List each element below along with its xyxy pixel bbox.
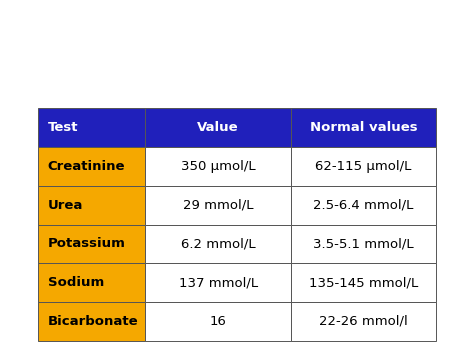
FancyBboxPatch shape [38, 186, 146, 224]
FancyBboxPatch shape [146, 224, 291, 263]
FancyBboxPatch shape [38, 263, 146, 302]
FancyBboxPatch shape [291, 263, 436, 302]
Text: Bicarbonate: Bicarbonate [48, 315, 138, 328]
Text: 2.5-6.4 mmol/L: 2.5-6.4 mmol/L [313, 199, 414, 212]
FancyBboxPatch shape [291, 147, 436, 186]
Text: 22-26 mmol/l: 22-26 mmol/l [319, 315, 408, 328]
Text: 62-115 μmol/L: 62-115 μmol/L [315, 160, 411, 173]
Text: 3.5-5.1 mmol/L: 3.5-5.1 mmol/L [313, 237, 414, 250]
FancyBboxPatch shape [146, 186, 291, 224]
FancyBboxPatch shape [291, 224, 436, 263]
Text: Acute Kidney Injury: Acute Kidney Injury [145, 19, 376, 39]
FancyBboxPatch shape [146, 302, 291, 341]
FancyBboxPatch shape [291, 302, 436, 341]
FancyBboxPatch shape [38, 224, 146, 263]
Text: Scenario 3: Scenario 3 [14, 77, 113, 95]
FancyBboxPatch shape [38, 302, 146, 341]
Text: Value: Value [197, 121, 239, 134]
Text: Normal values: Normal values [310, 121, 417, 134]
Text: 135-145 mmol/L: 135-145 mmol/L [309, 276, 418, 289]
FancyBboxPatch shape [146, 263, 291, 302]
Text: Potassium: Potassium [48, 237, 126, 250]
Text: 350 μmol/L: 350 μmol/L [181, 160, 255, 173]
FancyBboxPatch shape [38, 147, 146, 186]
Text: 29 mmol/L: 29 mmol/L [183, 199, 253, 212]
FancyBboxPatch shape [38, 108, 146, 147]
Text: Sodium: Sodium [48, 276, 104, 289]
Text: 6.2 mmol/L: 6.2 mmol/L [181, 237, 255, 250]
FancyBboxPatch shape [146, 108, 291, 147]
Text: Creatinine: Creatinine [48, 160, 126, 173]
Text: Urea: Urea [48, 199, 83, 212]
FancyBboxPatch shape [291, 108, 436, 147]
FancyBboxPatch shape [146, 147, 291, 186]
Text: Test: Test [48, 121, 78, 134]
FancyBboxPatch shape [291, 186, 436, 224]
Text: 137 mmol/L: 137 mmol/L [179, 276, 258, 289]
Text: 16: 16 [210, 315, 227, 328]
